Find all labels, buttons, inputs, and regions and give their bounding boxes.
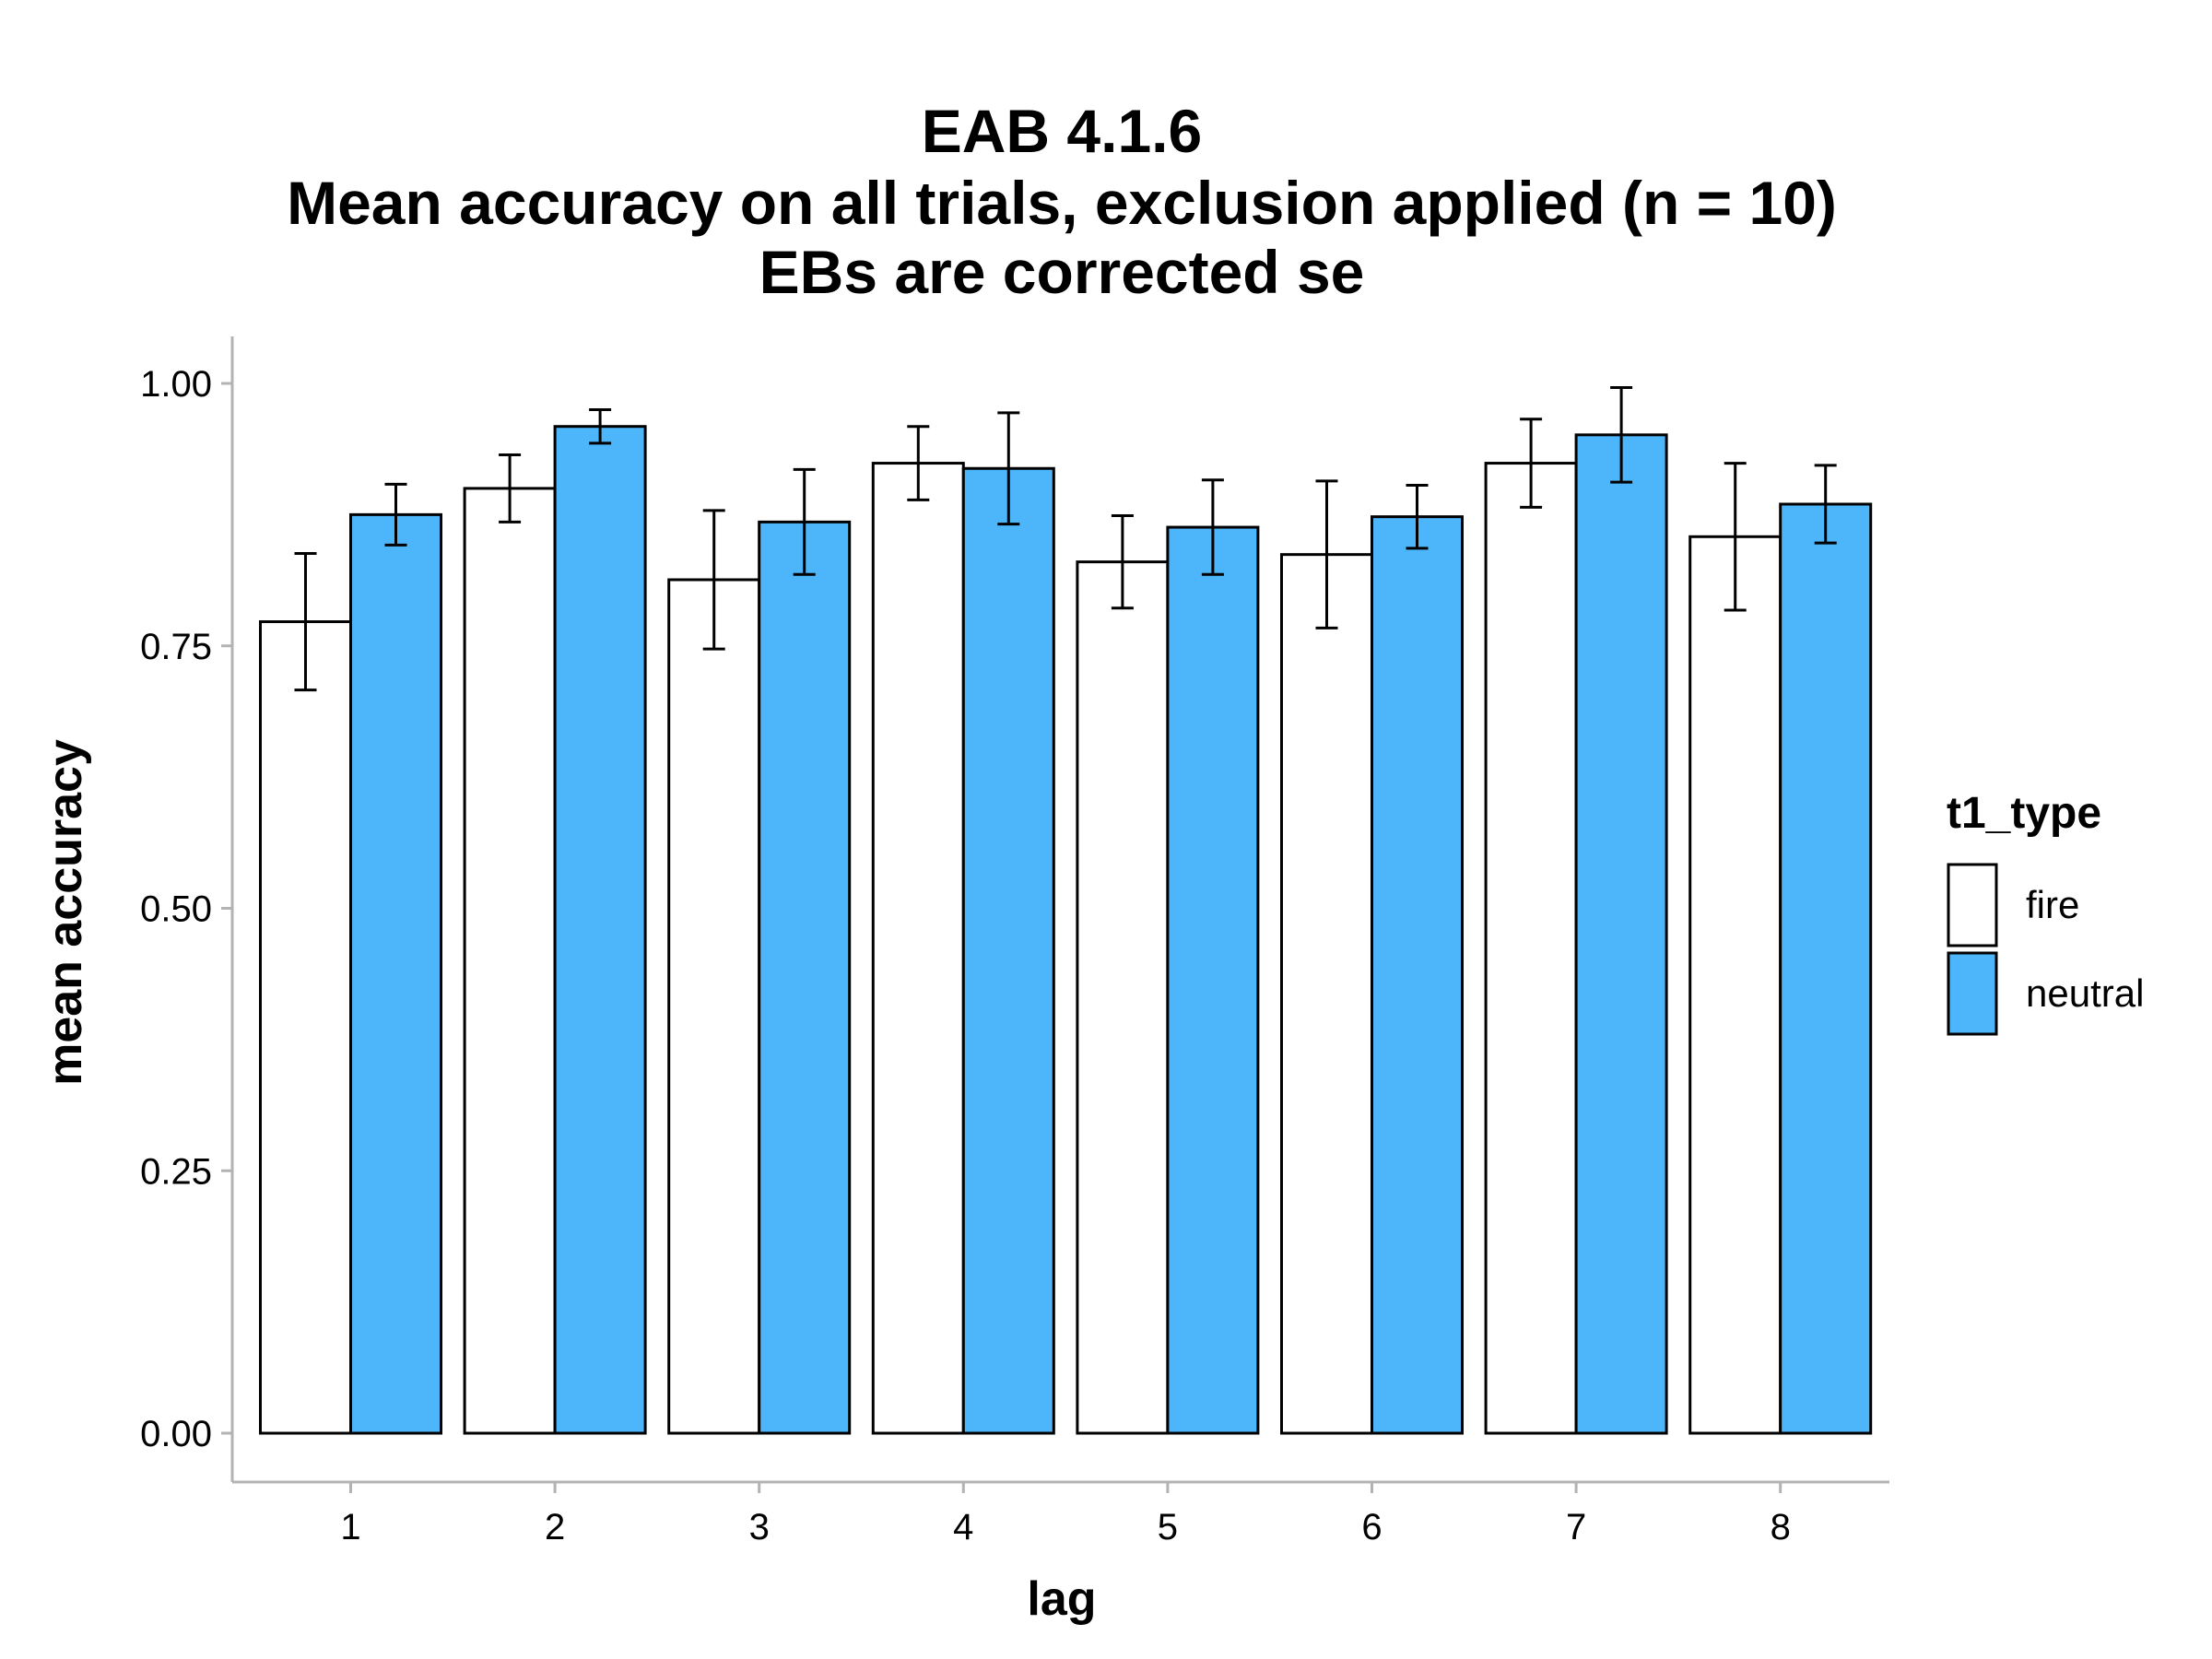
y-tick-label: 0.75 [140,627,212,667]
bar-neutral-lag-4 [961,466,1055,1435]
chart-title-line-3: EBs are corrected se [759,238,1365,306]
bar-fire-lag-4 [871,462,965,1435]
bar-neutral-lag-7 [1574,433,1668,1435]
bar-fire-lag-5 [1076,560,1170,1435]
bar-neutral-lag-2 [553,425,647,1435]
legend-label-fire: fire [2026,883,2079,926]
chart-title-line-2: Mean accuracy on all trials, exclusion a… [287,169,1837,237]
bar-fire-lag-6 [1280,553,1373,1435]
chart-title: EAB 4.1.6 Mean accuracy on all trials, e… [287,97,1837,306]
x-tick-label: 4 [953,1507,973,1547]
x-tick-label: 2 [545,1507,565,1547]
plot-area: 0.00 0.25 0.50 0.75 1.00 1 2 3 4 5 6 7 8 [140,336,1889,1547]
bar-neutral-lag-5 [1166,525,1260,1435]
y-tick-label: 0.50 [140,889,212,930]
bar-neutral-lag-8 [1779,502,1873,1435]
x-tick-label: 8 [1771,1507,1791,1547]
bar-neutral-lag-3 [758,520,852,1435]
y-tick-label: 0.25 [140,1151,212,1192]
x-axis-title: lag [1027,1572,1096,1626]
chart-title-line-1: EAB 4.1.6 [922,97,1202,165]
y-tick-label: 0.00 [140,1414,212,1454]
x-tick-label: 7 [1566,1507,1586,1547]
legend-key-fire [1947,863,1998,947]
bar-neutral-lag-6 [1371,515,1464,1435]
legend: t1_type fire neutral [1947,789,2144,1036]
bar-fire-lag-3 [667,578,761,1435]
legend-title: t1_type [1947,789,2101,838]
legend-key-neutral [1947,951,1998,1036]
y-tick-label: 1.00 [140,364,212,405]
legend-label-neutral: neutral [2026,971,2144,1015]
x-tick-label: 1 [340,1507,360,1547]
bar-fire-lag-8 [1688,535,1783,1435]
x-tick-label: 3 [749,1507,770,1547]
x-tick-label: 5 [1158,1507,1178,1547]
bar-fire-lag-1 [259,620,352,1435]
bar-fire-lag-7 [1484,462,1578,1435]
y-axis-title: mean accuracy [39,739,92,1086]
bar-neutral-lag-1 [349,512,442,1435]
bar-fire-lag-2 [463,487,557,1435]
x-tick-label: 6 [1361,1507,1382,1547]
